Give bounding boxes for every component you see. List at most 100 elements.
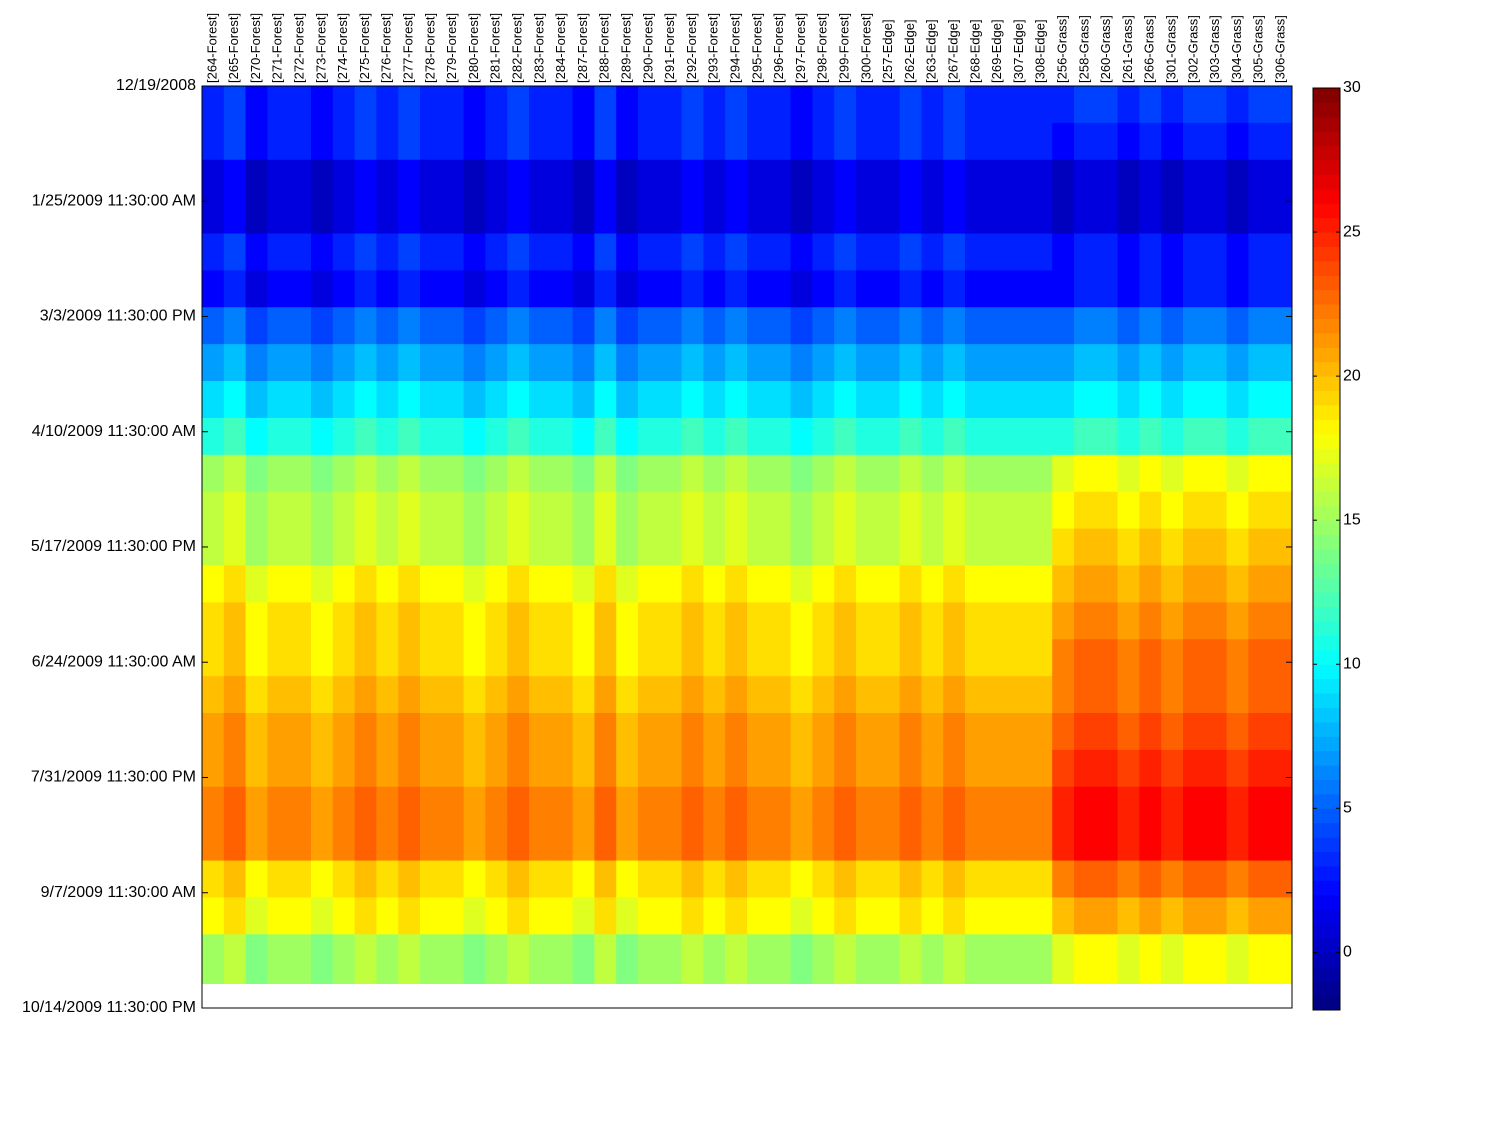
heatmap-cell xyxy=(441,713,465,751)
heatmap-cell xyxy=(1074,602,1097,640)
heatmap-cell xyxy=(965,565,988,603)
heatmap-cell xyxy=(398,233,421,271)
heatmap-cell xyxy=(856,713,879,751)
heatmap-cell xyxy=(485,639,508,677)
heatmap-cell xyxy=(834,159,857,198)
heatmap-cell xyxy=(1117,454,1140,493)
heatmap-cell xyxy=(768,270,792,308)
heatmap-cell xyxy=(485,565,508,603)
heatmap-cell xyxy=(1074,639,1097,677)
heatmap-cell xyxy=(659,565,683,603)
heatmap-cell xyxy=(420,749,443,788)
heatmap-cell xyxy=(354,676,377,714)
heatmap-cell xyxy=(1117,602,1140,640)
heatmap-cell xyxy=(420,344,443,382)
heatmap-cell xyxy=(790,417,813,456)
heatmap-cell xyxy=(594,196,617,235)
heatmap-cell xyxy=(725,196,748,235)
heatmap-cell xyxy=(1139,159,1162,198)
heatmap-cell xyxy=(398,454,421,493)
heatmap-cell xyxy=(550,786,574,825)
heatmap-cell xyxy=(725,233,748,271)
heatmap-cell xyxy=(441,86,465,124)
heatmap-cell xyxy=(1117,639,1140,677)
heatmap-cell xyxy=(550,860,574,898)
heatmap-cell xyxy=(441,344,465,382)
heatmap-cell xyxy=(1183,749,1206,788)
heatmap-cell xyxy=(1008,454,1031,493)
heatmap-cell xyxy=(332,749,356,788)
colorbar-frame xyxy=(1312,87,1341,1011)
heatmap-cell xyxy=(877,270,901,308)
heatmap-cell xyxy=(921,159,944,198)
heatmap-cell xyxy=(965,491,988,530)
heatmap-cell xyxy=(1008,528,1031,566)
heatmap-cell xyxy=(1117,786,1140,825)
heatmap-cell xyxy=(812,749,835,788)
heatmap-cell xyxy=(441,381,465,419)
heatmap-cell xyxy=(1008,823,1031,862)
heatmap-cell xyxy=(725,159,748,198)
heatmap-cell xyxy=(921,307,944,345)
column-label: [280-Forest] xyxy=(466,13,481,83)
heatmap-cell xyxy=(1117,417,1140,456)
heatmap-cell xyxy=(986,381,1010,419)
heatmap-cell xyxy=(267,713,290,751)
heatmap-cell xyxy=(245,897,268,935)
heatmap-cell xyxy=(856,934,879,984)
colorbar-tick-label: 5 xyxy=(1343,800,1352,817)
heatmap-cell xyxy=(1204,639,1228,677)
heatmap-cell xyxy=(1117,159,1140,198)
heatmap-cell xyxy=(1183,786,1206,825)
colorbar-segment xyxy=(1313,505,1340,521)
heatmap-cell xyxy=(245,86,268,124)
heatmap-cell xyxy=(1204,159,1228,198)
heatmap-cell xyxy=(790,823,813,862)
heatmap-cell xyxy=(332,565,356,603)
y-tick-label: 4/10/2009 11:30:00 AM xyxy=(32,423,196,440)
heatmap-cell xyxy=(354,934,377,984)
heatmap-cell xyxy=(332,86,356,124)
heatmap-cell xyxy=(267,233,290,271)
heatmap-cell xyxy=(812,934,835,984)
heatmap-cell xyxy=(703,749,726,788)
heatmap-cell xyxy=(943,159,966,198)
heatmap-cell xyxy=(1161,860,1184,898)
heatmap-cell xyxy=(507,454,530,493)
heatmap-cell xyxy=(1161,934,1184,984)
heatmap-cell xyxy=(1139,934,1162,984)
heatmap-cell xyxy=(965,417,988,456)
heatmap-cell xyxy=(1095,639,1119,677)
heatmap-cell xyxy=(507,196,530,235)
heatmap-cell xyxy=(1139,86,1162,124)
heatmap-cell xyxy=(463,122,486,161)
heatmap-cell xyxy=(899,934,922,984)
heatmap-cell xyxy=(441,454,465,493)
heatmap-cell xyxy=(790,159,813,198)
heatmap-cell xyxy=(202,934,225,984)
colorbar-tick-label: 30 xyxy=(1343,79,1361,96)
heatmap-cell xyxy=(245,749,268,788)
heatmap-cell xyxy=(1204,676,1228,714)
heatmap-cell xyxy=(812,823,835,862)
column-label: [293-Forest] xyxy=(706,13,721,83)
heatmap-cell xyxy=(398,860,421,898)
heatmap-cell xyxy=(245,491,268,530)
heatmap-cell xyxy=(202,860,225,898)
heatmap-cell xyxy=(594,491,617,530)
heatmap-cell xyxy=(834,381,857,419)
heatmap-cell xyxy=(1117,897,1140,935)
heatmap-cell xyxy=(1204,749,1228,788)
heatmap-cell xyxy=(354,749,377,788)
heatmap-cell xyxy=(834,897,857,935)
heatmap-cell xyxy=(463,307,486,345)
heatmap-cell xyxy=(1095,749,1119,788)
heatmap-cell xyxy=(441,159,465,198)
heatmap-cell xyxy=(529,270,552,308)
heatmap-cell xyxy=(202,233,225,271)
heatmap-cell xyxy=(921,749,944,788)
heatmap-cell xyxy=(921,565,944,603)
heatmap-cell xyxy=(463,381,486,419)
heatmap-cell xyxy=(943,381,966,419)
heatmap-cell xyxy=(1248,381,1271,419)
